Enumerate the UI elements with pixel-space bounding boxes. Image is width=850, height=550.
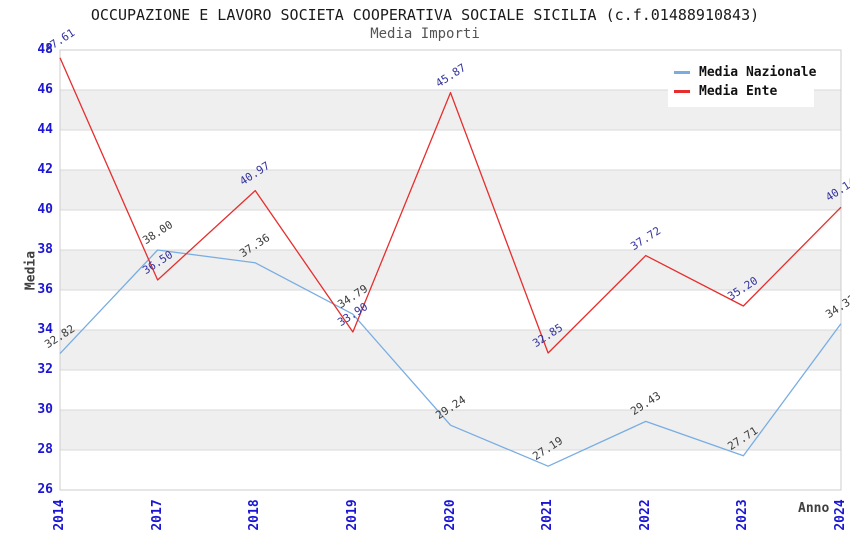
band-gray [60, 410, 841, 450]
x-tick-label: 2019 [344, 499, 360, 531]
band-white [60, 450, 841, 490]
x-tick-label: 2017 [149, 499, 165, 531]
legend-item: Media Nazionale [674, 64, 817, 81]
chart-subtitle: Media Importi [370, 26, 480, 42]
plot-border [59, 49, 842, 491]
x-tick-label: 2022 [637, 499, 653, 531]
band-white [60, 130, 841, 170]
y-tick-label: 30 [37, 402, 53, 417]
y-tick-label: 46 [37, 82, 53, 97]
y-tick-label: 36 [37, 282, 53, 297]
x-tick-label: 2018 [247, 499, 263, 531]
y-tick-label: 34 [37, 322, 53, 337]
legend-label: Media Ente [699, 84, 778, 99]
y-tick-label: 42 [37, 162, 53, 177]
x-tick-label: 2023 [735, 499, 751, 531]
x-tick-label: 2021 [540, 499, 556, 531]
y-tick-label: 48 [37, 42, 53, 57]
x-tick-label: 2014 [52, 499, 67, 531]
y-tick-label: 40 [37, 202, 53, 217]
y-tick-label: 26 [37, 482, 53, 497]
x-tick-label: 2020 [442, 499, 458, 531]
y-tick-label: 38 [37, 242, 53, 257]
y-tick-label: 32 [37, 362, 53, 377]
band-white [60, 290, 841, 330]
series-line-media-ente [59, 57, 842, 354]
band-gray [60, 330, 841, 370]
y-tick-label: 28 [37, 442, 53, 457]
chart-title: OCCUPAZIONE E LAVORO SOCIETA COOPERATIVA… [90, 6, 760, 24]
band-gray [60, 250, 841, 290]
legend-marker-icon [674, 71, 690, 74]
y-tick-label: 44 [37, 122, 53, 137]
band-white [60, 370, 841, 410]
legend-item: Media Ente [674, 83, 814, 100]
legend-marker-icon [674, 90, 690, 93]
series-line-media-nazionale [59, 249, 842, 467]
band-white [60, 210, 841, 250]
y-axis-title: Media [23, 250, 39, 291]
x-axis-title: Anno [798, 501, 830, 516]
legend-label: Media Nazionale [699, 65, 817, 80]
band-gray [60, 170, 841, 210]
legend: Media Nazionale Media Ente [668, 57, 817, 107]
